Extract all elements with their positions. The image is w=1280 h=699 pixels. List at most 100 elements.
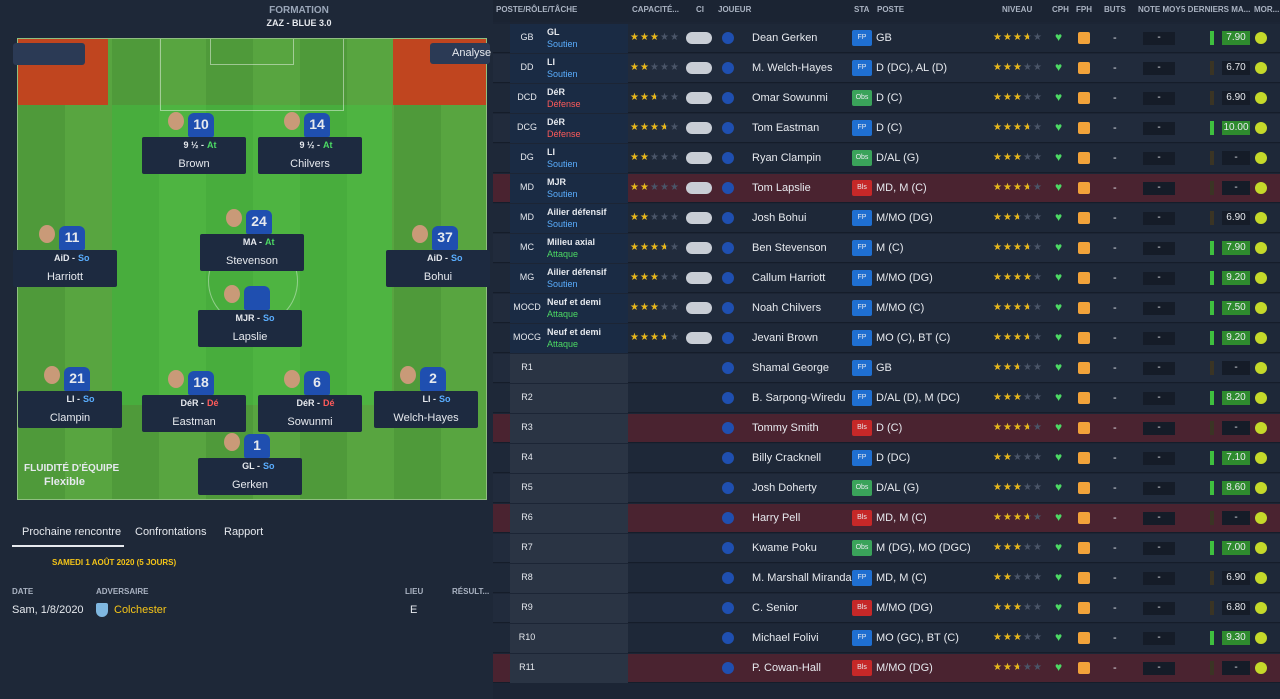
table-header[interactable]: JOUEUR (718, 5, 752, 14)
goals: - (1113, 572, 1117, 584)
form-bar (1210, 571, 1214, 585)
form-bar (1210, 181, 1214, 195)
player-position: M (DG), MO (DGC) (876, 542, 971, 554)
table-header[interactable]: 5 DERNIERS MA... (1181, 5, 1251, 14)
match-heading: SAMEDI 1 AOÛT 2020 (5 JOURS) (52, 558, 177, 567)
player-name[interactable]: Jevani Brown (752, 332, 819, 344)
rating-cell: - (1143, 632, 1175, 645)
player-name[interactable]: Tom Lapslie (752, 182, 811, 194)
level-star: ★ (1013, 302, 1022, 313)
player-name[interactable]: P. Cowan-Hall (752, 662, 821, 674)
player-role: LI - (66, 394, 81, 404)
player-name[interactable]: Kwame Poku (752, 542, 817, 554)
player-name[interactable]: Clampin (49, 412, 91, 424)
tab[interactable]: Confrontations (135, 526, 207, 538)
player-name[interactable]: Tommy Smith (752, 422, 819, 434)
table-header[interactable]: POSTE (877, 5, 905, 14)
capacity-star: ★ (630, 32, 639, 43)
role: DéR (547, 117, 566, 127)
player-name[interactable]: Josh Bohui (752, 212, 807, 224)
player-name[interactable]: Omar Sowunmi (752, 92, 828, 104)
analysis-button[interactable]: Analyse (430, 43, 491, 64)
capacity-star: ★ (640, 92, 649, 103)
form-value: 6.70 (1222, 61, 1250, 75)
player-name[interactable]: Tom Eastman (752, 122, 820, 134)
match-opponent[interactable]: Colchester (114, 604, 167, 616)
table-header[interactable]: FPH (1076, 5, 1092, 14)
table-header[interactable]: CAPACITÉ... (632, 5, 679, 14)
column-header: DATE (12, 587, 34, 596)
table-header[interactable]: NIVEAU (1002, 5, 1033, 14)
level-star: ★ (1023, 242, 1029, 253)
player-name[interactable]: Welch-Hayes (393, 412, 459, 424)
level-star: ★ (1023, 182, 1029, 193)
player-name[interactable]: Dean Gerken (752, 32, 818, 44)
capacity-star: ★ (640, 32, 649, 43)
goals: - (1113, 122, 1117, 134)
player-name[interactable]: M. Marshall Miranda (752, 572, 852, 584)
player-name[interactable]: M. Welch-Hayes (752, 62, 833, 74)
duty: Soutien (547, 279, 578, 289)
tactic-select[interactable]: ZAZ - BLUE 3.0 (266, 18, 332, 28)
player-name[interactable]: Ryan Clampin (752, 152, 822, 164)
duty: Soutien (547, 159, 578, 169)
player-name[interactable]: Eastman (172, 416, 216, 428)
player-name[interactable]: Brown (178, 158, 210, 170)
player-name[interactable]: Stevenson (226, 255, 278, 267)
rating-cell: - (1143, 302, 1175, 315)
table-header[interactable]: BUTS (1104, 5, 1126, 14)
level-star: ★ (993, 542, 1002, 553)
column-header: RÉSULT... (452, 587, 490, 596)
fph-icon (1078, 62, 1090, 74)
rating-cell: - (1143, 362, 1175, 375)
player-name[interactable]: B. Sarpong-Wiredu (752, 392, 846, 404)
player-name[interactable]: Ben Stevenson (752, 242, 827, 254)
player-name[interactable]: Lapslie (232, 331, 268, 343)
role-cell (510, 204, 628, 233)
player-name[interactable]: Gerken (231, 479, 269, 491)
player-name[interactable]: Shamal George (752, 362, 830, 374)
position-slot: R3 (521, 422, 533, 432)
rating-cell: - (1143, 482, 1175, 495)
shirt-icon (722, 542, 734, 554)
capacity-star: ★ (630, 182, 639, 193)
capacity-star: ★ (640, 332, 649, 343)
fph-icon (1078, 422, 1090, 434)
capacity-star: ★ (650, 92, 659, 103)
position-slot: MD (520, 212, 534, 222)
tab[interactable]: Rapport (224, 526, 264, 538)
player-duty: So (451, 253, 463, 263)
capacity-star: ★ (670, 122, 679, 133)
table-header[interactable]: STA (854, 5, 870, 14)
table-header[interactable]: NOTE MOY (1138, 5, 1181, 14)
morale-icon (1255, 542, 1267, 554)
level-star: ★ (1023, 662, 1032, 673)
player-name[interactable]: C. Senior (752, 602, 798, 614)
table-header[interactable]: CI (696, 5, 704, 14)
form-bar (1210, 481, 1214, 495)
player-name[interactable]: Harry Pell (752, 512, 801, 524)
table-header[interactable]: POSTE/RÔLE/TÂCHE (496, 5, 578, 14)
player-name[interactable]: Chilvers (290, 158, 330, 170)
player-face (168, 112, 184, 130)
morale-icon (1255, 182, 1267, 194)
player-card (13, 250, 117, 287)
player-name[interactable]: Josh Doherty (752, 482, 817, 494)
tab[interactable]: Prochaine rencontre (22, 526, 122, 538)
table-header[interactable]: MOR... (1254, 5, 1280, 14)
table-header[interactable]: CPH (1052, 5, 1069, 14)
goals: - (1113, 512, 1117, 524)
player-name[interactable]: Noah Chilvers (752, 302, 822, 314)
player-name[interactable]: Michael Folivi (752, 632, 819, 644)
player-name[interactable]: Sowunmi (287, 416, 333, 428)
player-name[interactable]: Billy Cracknell (752, 452, 822, 464)
shirt-icon (722, 212, 734, 224)
morale-icon (1255, 392, 1267, 404)
level-star: ★ (1003, 452, 1012, 463)
player-name[interactable]: Callum Harriott (752, 272, 826, 284)
level-star: ★ (993, 212, 1002, 223)
level-star: ★ (1033, 542, 1042, 553)
player-name[interactable]: Harriott (46, 271, 84, 283)
rating-cell: - (1143, 602, 1175, 615)
player-name[interactable]: Bohui (423, 271, 453, 283)
